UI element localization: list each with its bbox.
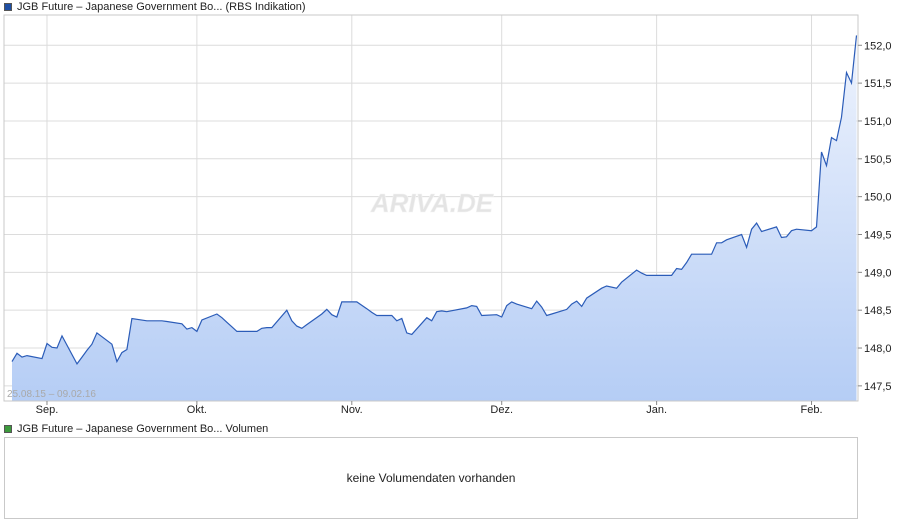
y-tick-label: 151,5	[864, 78, 892, 90]
y-tick-label: 147,5	[864, 381, 892, 393]
volume-legend-label: JGB Future – Japanese Government Bo... V…	[17, 423, 269, 435]
y-tick-label: 149,5	[864, 229, 892, 241]
chart-frame	[3, 14, 859, 402]
y-tick-label: 152,0	[864, 40, 892, 52]
price-line	[11, 35, 858, 366]
y-tick-label: 150,5	[864, 154, 892, 166]
volume-series-swatch	[4, 425, 12, 433]
y-tick-label: 149,0	[864, 267, 892, 279]
x-tick-label: Dez.	[490, 404, 513, 416]
y-tick-label: 151,0	[864, 116, 892, 128]
price-legend: JGB Future – Japanese Government Bo... (…	[4, 0, 306, 14]
volume-legend: JGB Future – Japanese Government Bo... V…	[4, 422, 268, 436]
x-tick-label: Sep.	[36, 404, 59, 416]
watermark-logo: ARIVA.DE	[370, 188, 494, 218]
price-area	[12, 35, 857, 402]
volume-panel: keine Volumendaten vorhanden	[4, 437, 858, 519]
price-chart: ARIVA.DE 147,5148,0148,5149,0149,5150,01…	[3, 14, 892, 416]
y-tick-label: 148,0	[864, 343, 892, 355]
y-tick-label: 150,0	[864, 192, 892, 204]
date-range-label: 25.08.15 – 09.02.16	[7, 389, 96, 400]
price-series-swatch	[4, 3, 12, 11]
price-legend-label: JGB Future – Japanese Government Bo... (…	[17, 1, 306, 13]
x-tick-label: Okt.	[187, 404, 207, 416]
x-tick-label: Nov.	[341, 404, 363, 416]
no-volume-message: keine Volumendaten vorhanden	[346, 471, 516, 485]
x-tick-label: Jan.	[646, 404, 667, 416]
x-axis: Sep. Okt. Nov. Dez. Jan. Feb.	[36, 401, 823, 416]
x-tick-label: Feb.	[801, 404, 823, 416]
y-axis: 147,5 148,0 148,5 149,0 149,5 150,0 150,5 151,0…	[858, 40, 892, 393]
y-tick-label: 148,5	[864, 305, 892, 317]
